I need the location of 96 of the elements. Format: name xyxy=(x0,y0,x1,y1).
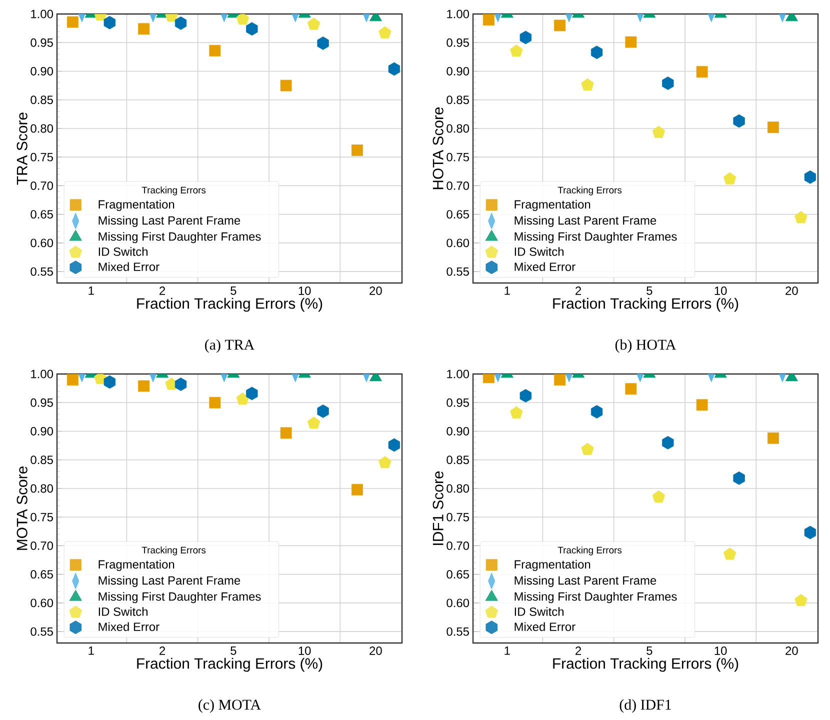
y-tick-label: 0.70 xyxy=(30,541,54,550)
y-tick-label: 0.85 xyxy=(446,96,469,104)
y-tick-label: 0.80 xyxy=(446,484,470,493)
legend-label: Missing First Daughter Frames xyxy=(514,232,677,244)
x-tick-label: 5 xyxy=(230,286,236,295)
legend-title: Tracking Errors xyxy=(558,186,622,196)
y-tick-label: 0.75 xyxy=(446,512,469,522)
y-tick-label: 0.95 xyxy=(30,398,53,407)
legend-label: Missing Last Parent Frame xyxy=(514,216,656,228)
y-tick-label: 1.00 xyxy=(447,10,470,18)
y-tick-label: 1.00 xyxy=(447,370,470,378)
y-tick-label: 0.65 xyxy=(446,570,469,579)
x-tick-label: 10 xyxy=(298,286,311,295)
legend-label: Fragmentation xyxy=(98,560,174,571)
x-tick-label: 10 xyxy=(714,646,727,655)
legend-title: Tracking Errors xyxy=(142,186,206,196)
x-axis-title: Fraction Tracking Errors (%) xyxy=(137,658,322,672)
y-tick-label: 0.90 xyxy=(446,427,470,436)
x-axis-title: Fraction Tracking Errors (%) xyxy=(553,298,738,312)
y-tick-label: 0.80 xyxy=(30,484,54,493)
y-tick-label: 0.85 xyxy=(446,456,469,464)
legend-label: Missing Last Parent Frame xyxy=(514,576,656,588)
legend-label: ID Switch xyxy=(514,607,564,616)
y-tick-label: 0.85 xyxy=(30,96,53,104)
x-tick-label: 2 xyxy=(576,646,582,655)
legend-label: Mixed Error xyxy=(514,622,576,632)
y-tick-label: 0.85 xyxy=(30,456,53,464)
y-tick-label: 0.75 xyxy=(30,512,53,522)
y-tick-label: 1.00 xyxy=(31,10,54,18)
y-tick-label: 0.95 xyxy=(446,398,469,407)
x-tick-label: 2 xyxy=(160,646,165,655)
text: (c) MOTA xyxy=(198,699,261,713)
y-tick-label: 0.65 xyxy=(30,570,53,579)
y-tick-label: 0.55 xyxy=(446,627,469,636)
text: (d) IDF1 xyxy=(620,699,671,713)
x-tick-label: 10 xyxy=(714,286,727,295)
x-tick-label: 5 xyxy=(646,646,652,655)
x-axis-title: Fraction Tracking Errors (%) xyxy=(553,658,738,672)
y-tick-label: 0.75 xyxy=(30,152,53,162)
legend-title: Tracking Errors xyxy=(142,546,206,556)
x-tick-label: 1 xyxy=(504,286,510,295)
legend-label: Mixed Error xyxy=(98,622,160,632)
legend-label: Missing Last Parent Frame xyxy=(98,216,240,228)
x-tick-label: 5 xyxy=(646,286,652,295)
legend-label: Missing Last Parent Frame xyxy=(98,576,240,588)
y-tick-label: 0.60 xyxy=(30,598,54,608)
legend-label: Fragmentation xyxy=(98,200,174,211)
x-tick-label: 1 xyxy=(88,646,94,655)
y-tick-label: 1.00 xyxy=(31,370,54,378)
y-axis-title: IDF1 Score xyxy=(432,471,444,545)
x-tick-label: 10 xyxy=(298,646,311,655)
y-axis-title: TRA Score xyxy=(16,112,28,185)
legend-label: ID Switch xyxy=(514,247,564,256)
legend-label: ID Switch xyxy=(98,247,148,256)
y-tick-label: 0.65 xyxy=(446,210,469,219)
x-tick-label: 2 xyxy=(576,286,582,295)
text: (a) TRA xyxy=(205,339,254,353)
legend-label: Missing First Daughter Frames xyxy=(98,592,261,604)
y-tick-label: 0.70 xyxy=(30,181,54,190)
y-tick-label: 0.90 xyxy=(446,67,470,76)
legend-label: Mixed Error xyxy=(98,262,160,272)
x-tick-label: 20 xyxy=(370,286,382,295)
x-tick-label: 1 xyxy=(504,646,510,655)
y-tick-label: 0.90 xyxy=(30,67,54,76)
legend-label: Fragmentation xyxy=(514,200,590,211)
y-tick-label: 0.70 xyxy=(446,541,470,550)
x-tick-label: 20 xyxy=(786,646,798,655)
y-tick-label: 0.60 xyxy=(30,238,54,248)
y-tick-label: 0.55 xyxy=(30,627,53,636)
y-tick-label: 0.70 xyxy=(446,181,470,190)
y-tick-label: 0.80 xyxy=(446,124,470,133)
legend-title: Tracking Errors xyxy=(558,546,622,556)
y-axis-title: MOTA Score xyxy=(16,466,28,550)
x-tick-label: 2 xyxy=(160,286,165,295)
y-tick-label: 0.65 xyxy=(30,210,53,219)
legend-label: Fragmentation xyxy=(514,560,590,571)
text: (b) HOTA xyxy=(615,339,676,353)
y-tick-label: 0.95 xyxy=(446,38,469,47)
y-tick-label: 0.90 xyxy=(30,427,54,436)
legend-label: Missing First Daughter Frames xyxy=(98,232,261,244)
legend-label: Mixed Error xyxy=(514,262,576,272)
y-tick-label: 0.60 xyxy=(446,598,470,608)
y-tick-label: 0.95 xyxy=(30,38,53,47)
y-tick-label: 0.75 xyxy=(446,152,469,162)
legend-label: ID Switch xyxy=(98,607,148,616)
legend-label: Missing First Daughter Frames xyxy=(514,592,677,604)
x-tick-label: 1 xyxy=(88,286,94,295)
x-tick-label: 20 xyxy=(370,646,382,655)
x-axis-title: Fraction Tracking Errors (%) xyxy=(137,298,322,312)
y-tick-label: 0.55 xyxy=(30,267,53,276)
y-tick-label: 0.55 xyxy=(446,267,469,276)
x-tick-label: 5 xyxy=(230,646,236,655)
x-tick-label: 20 xyxy=(786,286,798,295)
y-tick-label: 0.60 xyxy=(446,238,470,248)
y-tick-label: 0.80 xyxy=(30,124,54,133)
y-axis-title: HOTA Score xyxy=(432,107,444,190)
